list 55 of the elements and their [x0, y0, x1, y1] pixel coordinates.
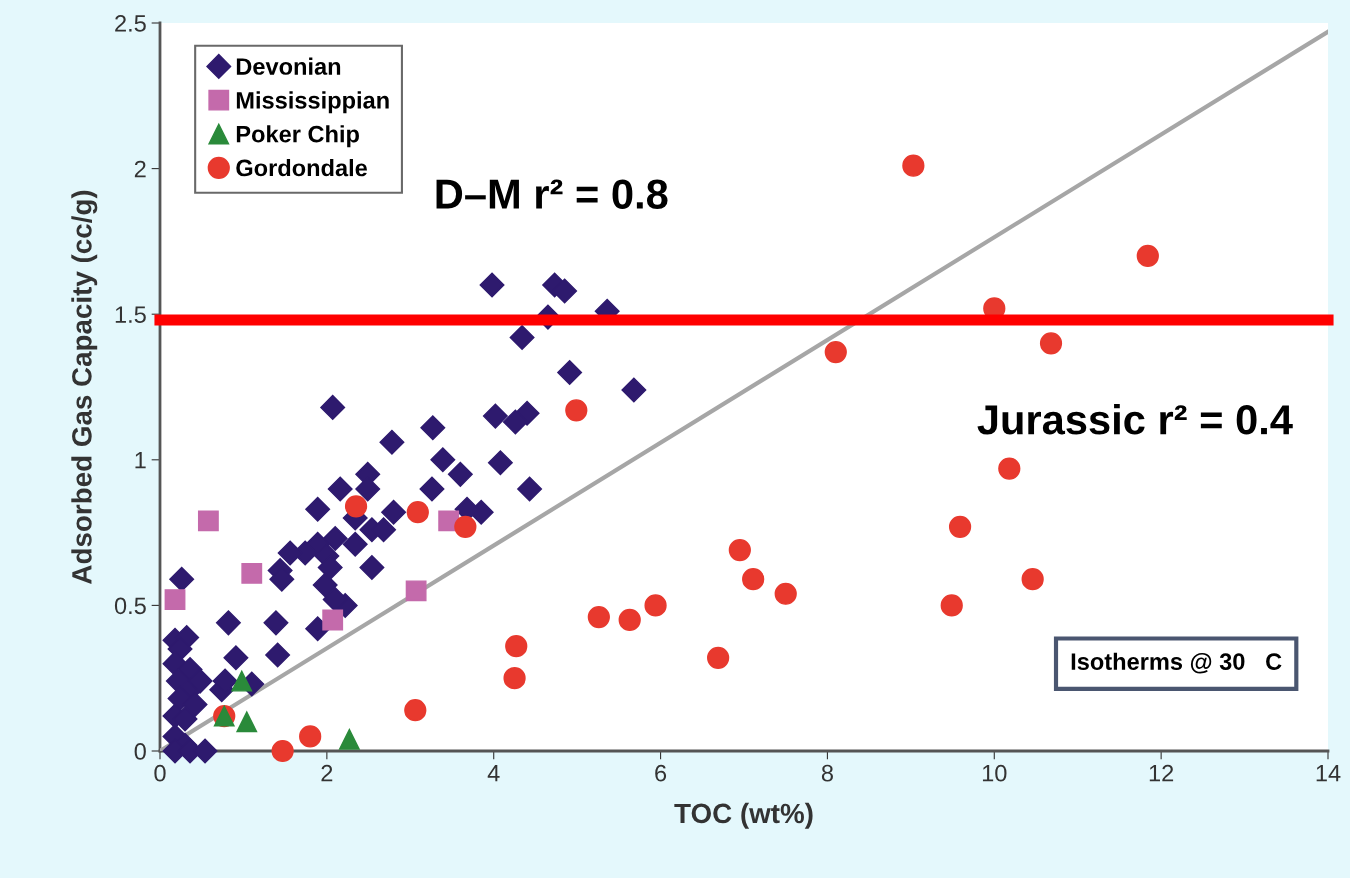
- point: [164, 589, 186, 610]
- x-tick-label: 14: [1316, 765, 1341, 782]
- x-tick-label: 12: [1149, 764, 1174, 782]
- point: [902, 154, 925, 177]
- point: [565, 399, 588, 422]
- point: [406, 501, 429, 524]
- point: [998, 457, 1021, 480]
- x-tick-label: 6: [655, 764, 667, 782]
- y-axis-title: Adsorbed Gas Capacity (cc/g): [71, 190, 98, 584]
- point: [1021, 568, 1044, 591]
- point: [338, 728, 360, 750]
- point: [271, 739, 294, 763]
- point: [644, 594, 667, 617]
- point: [344, 495, 368, 518]
- point: [1039, 332, 1063, 355]
- point: [587, 605, 610, 629]
- point: [707, 646, 730, 669]
- annotation: Jurassic r² = 0.4: [977, 403, 1293, 435]
- point: [241, 562, 263, 584]
- y-tick-label: 2.5: [115, 15, 146, 32]
- point: [728, 538, 751, 562]
- point: [505, 635, 528, 658]
- x-tick-label: 0: [154, 764, 166, 782]
- x-tick-label: 4: [487, 765, 500, 782]
- annotation: Isotherms @ 30 C: [1071, 652, 1282, 674]
- point: [824, 340, 847, 364]
- point: [197, 510, 219, 532]
- point: [774, 582, 797, 605]
- y-tick-label: 2: [134, 160, 146, 178]
- point: [948, 515, 972, 538]
- point: [503, 667, 526, 690]
- x-axis-title: TOC (wt%): [674, 802, 813, 829]
- point: [231, 670, 253, 692]
- point: [405, 580, 427, 602]
- annotation: D–M r² = 0.8: [436, 179, 668, 209]
- x-tick-label: 2: [321, 764, 333, 782]
- point: [940, 594, 963, 617]
- legend-label: Mississippian: [236, 91, 389, 114]
- point: [299, 725, 322, 748]
- y-tick-label: 1: [135, 452, 146, 469]
- legend-label: Poker Chip: [236, 125, 359, 148]
- y-tick-label: 0.5: [114, 597, 146, 615]
- point: [404, 699, 427, 722]
- point: [742, 568, 765, 591]
- point: [454, 515, 477, 538]
- y-tick-label: 1.5: [115, 306, 146, 323]
- x-tick-label: 10: [982, 764, 1007, 782]
- legend-label: Devonian: [236, 57, 341, 75]
- x-tick-label: 8: [821, 764, 833, 782]
- point: [236, 711, 258, 733]
- point: [618, 608, 641, 632]
- y-tick-label: 0: [134, 743, 146, 760]
- point: [322, 609, 344, 631]
- point: [1136, 244, 1159, 268]
- legend-label: Gordondale: [236, 158, 367, 177]
